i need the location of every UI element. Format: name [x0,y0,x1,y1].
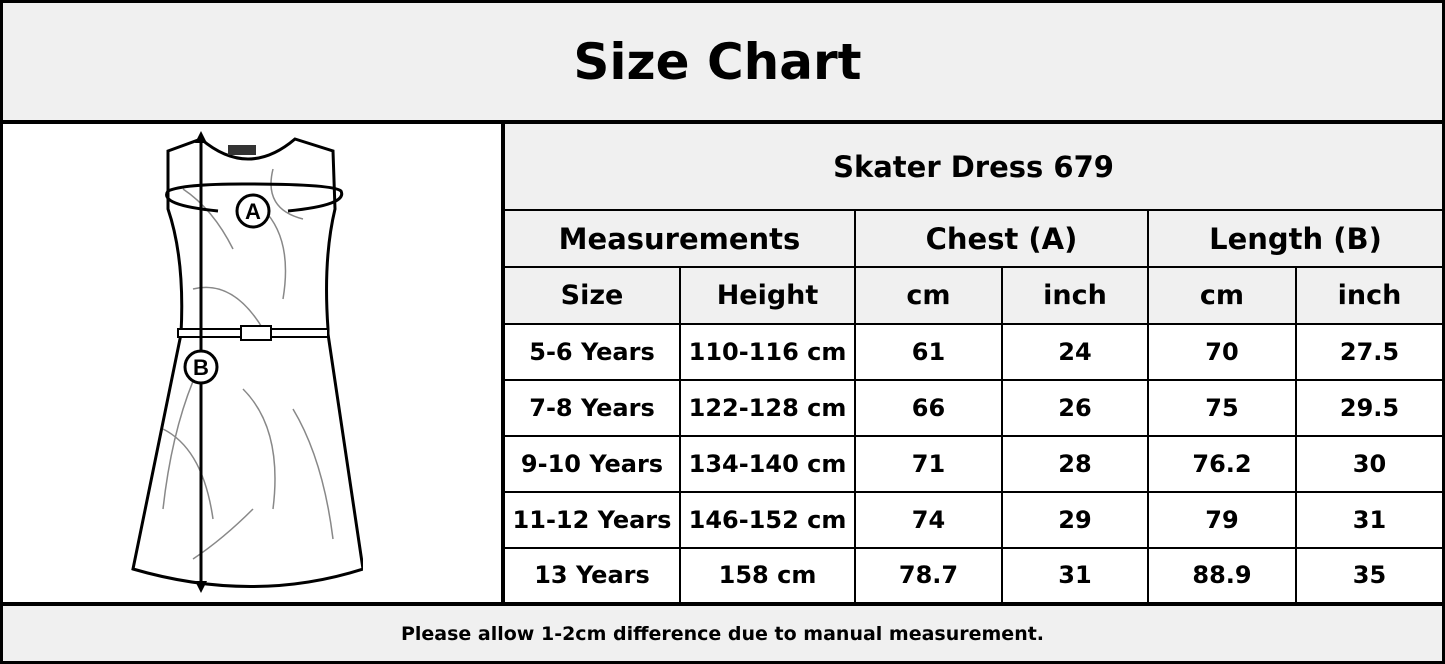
chest-marker-icon [235,193,271,229]
cell-chest-cm: 66 [854,378,1003,437]
cell-size: 7-8 Years [505,378,681,437]
length-marker-label: B [193,355,209,380]
cell-length-inch: 27.5 [1295,323,1442,381]
cell-length-inch: 35 [1295,546,1442,602]
col-header-chest-inch: inch [1001,266,1149,325]
product-title: Skater Dress 679 [505,124,1442,211]
cell-chest-inch: 24 [1001,323,1149,381]
cell-height: 134-140 cm [679,434,856,493]
cell-chest-cm: 61 [854,323,1003,381]
col-header-size: Size [505,266,681,325]
cell-chest-cm: 78.7 [854,546,1003,602]
length-marker-icon [183,349,219,385]
group-header-chest: Chest (A) [854,209,1149,268]
label-tag [228,145,256,155]
chest-marker-label: A [245,199,261,224]
cell-size: 9-10 Years [505,434,681,493]
cell-chest-inch: 29 [1001,490,1149,549]
dress-illustration: A B [131,131,363,593]
dress-diagram-panel: A B [3,124,505,602]
cell-height: 158 cm [679,546,856,602]
col-header-chest-cm: cm [854,266,1003,325]
cell-size: 5-6 Years [505,323,681,381]
cell-length-inch: 31 [1295,490,1442,549]
cell-length-inch: 30 [1295,434,1442,493]
cell-chest-inch: 31 [1001,546,1149,602]
size-table: Skater Dress 679 Measurements Chest (A) … [505,124,1442,602]
cell-length-cm: 88.9 [1147,546,1297,602]
cell-chest-cm: 74 [854,490,1003,549]
cell-length-inch: 29.5 [1295,378,1442,437]
cell-length-cm: 75 [1147,378,1297,437]
footer-note: Please allow 1-2cm difference due to man… [400,622,1045,645]
chest-arrow [165,182,344,213]
cell-chest-inch: 26 [1001,378,1149,437]
col-header-length-inch: inch [1295,266,1442,325]
cell-size: 11-12 Years [505,490,681,549]
col-header-length-cm: cm [1147,266,1297,325]
table-row: 9-10 Years 134-140 cm 71 28 76.2 30 [505,434,1442,493]
cell-length-cm: 70 [1147,323,1297,381]
group-header-length: Length (B) [1147,209,1442,268]
table-row: 11-12 Years 146-152 cm 74 29 79 31 [505,490,1442,549]
cell-chest-inch: 28 [1001,434,1149,493]
group-header-measurements: Measurements [505,209,856,268]
cell-height: 110-116 cm [679,323,856,381]
cell-length-cm: 79 [1147,490,1297,549]
chart-body: A B Skater Dress 679 Measurements Chest … [3,120,1442,606]
col-header-height: Height [679,266,856,325]
table-row: 13 Years 158 cm 78.7 31 88.9 35 [505,546,1442,602]
page-title: Size Chart [573,32,862,91]
cell-height: 122-128 cm [679,378,856,437]
cell-chest-cm: 71 [854,434,1003,493]
table-row: 7-8 Years 122-128 cm 66 26 75 29.5 [505,378,1442,437]
cell-size: 13 Years [505,546,681,602]
cell-length-cm: 76.2 [1147,434,1297,493]
table-row: 5-6 Years 110-116 cm 61 24 70 27.5 [505,323,1442,381]
cell-height: 146-152 cm [679,490,856,549]
